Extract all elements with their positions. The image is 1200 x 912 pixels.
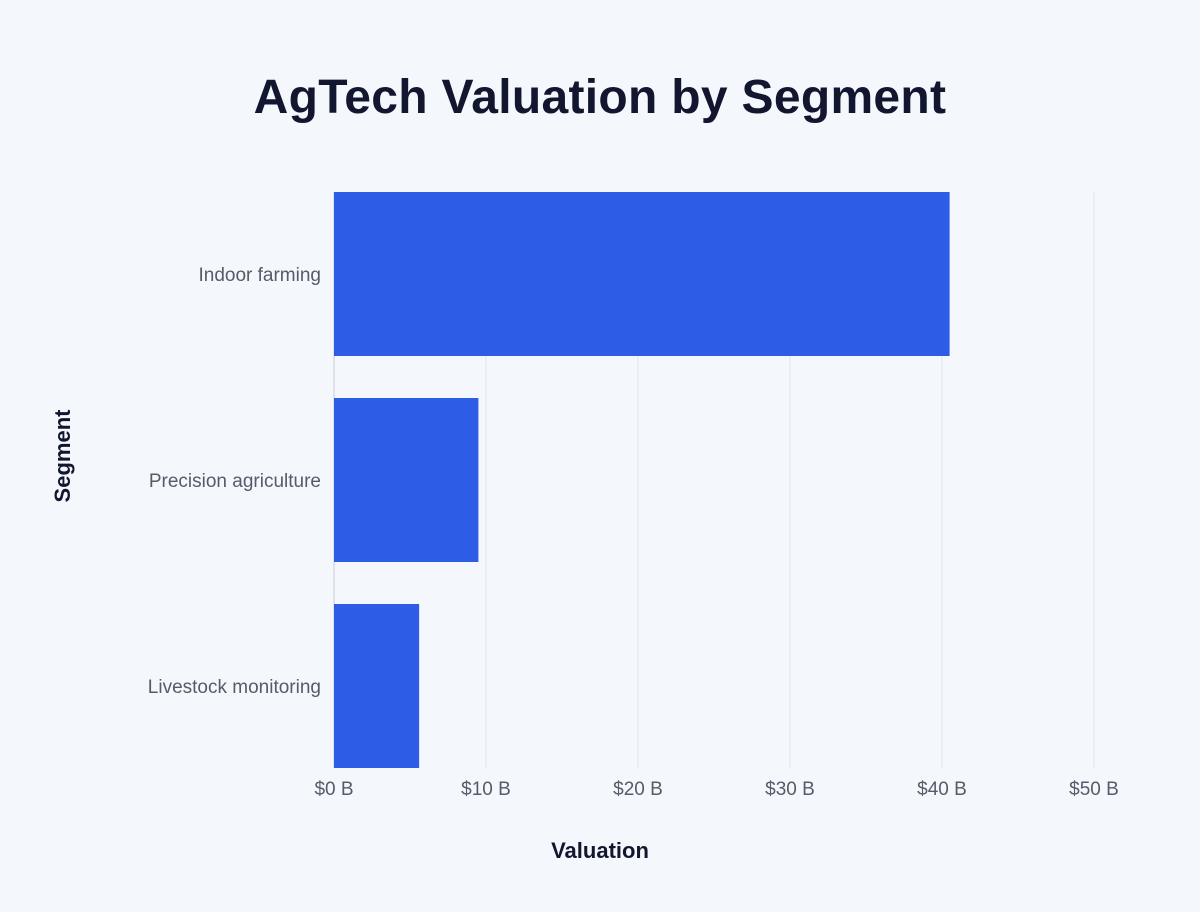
bar[interactable] <box>334 604 420 768</box>
bars <box>334 192 950 768</box>
x-tick-label: $40 B <box>917 779 967 800</box>
x-tick-label: $20 B <box>613 779 663 800</box>
x-tick-labels: $0 B $10 B $20 B $30 B $40 B $50 B <box>314 779 1118 800</box>
category-label: Livestock monitoring <box>148 677 321 698</box>
x-tick-label: $10 B <box>461 779 511 800</box>
y-axis-title: Segment <box>50 409 75 503</box>
category-labels: Indoor farming Precision agriculture Lives… <box>148 265 321 698</box>
chart-title: AgTech Valuation by Segment <box>253 71 947 124</box>
x-axis-title: Valuation <box>551 838 649 863</box>
bar[interactable] <box>334 398 479 562</box>
category-label: Indoor farming <box>198 265 321 286</box>
x-tick-label: $30 B <box>765 779 815 800</box>
category-label: Precision agriculture <box>149 471 321 492</box>
x-tick-label: $50 B <box>1069 779 1119 800</box>
x-tick-label: $0 B <box>314 779 353 800</box>
bar[interactable] <box>334 192 950 356</box>
